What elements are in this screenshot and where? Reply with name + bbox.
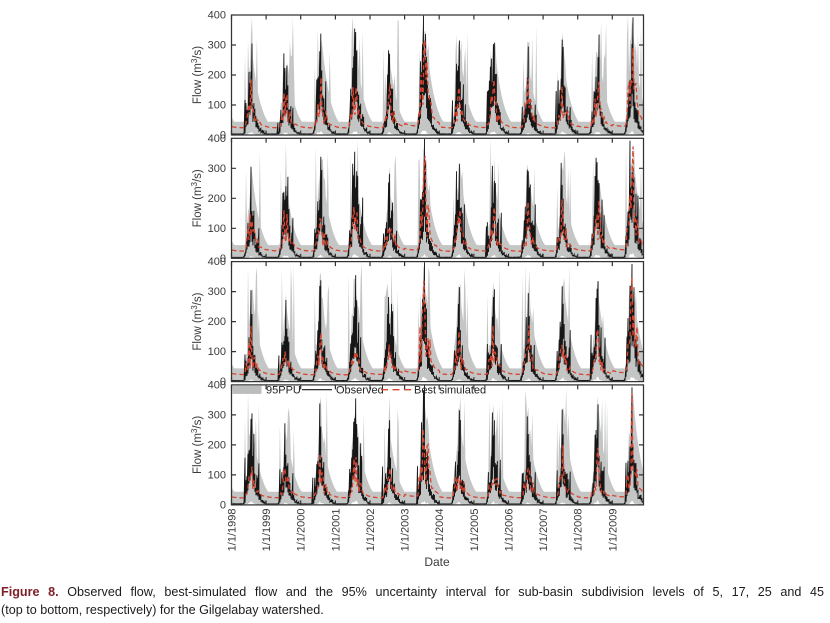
svg-text:200: 200 <box>208 193 226 205</box>
svg-text:1/1/2004: 1/1/2004 <box>434 509 446 552</box>
svg-text:1/1/2001: 1/1/2001 <box>330 509 342 552</box>
svg-text:1/1/2000: 1/1/2000 <box>296 509 308 552</box>
svg-text:200: 200 <box>208 316 226 328</box>
svg-text:1/1/2009: 1/1/2009 <box>607 509 619 552</box>
svg-text:1/1/2007: 1/1/2007 <box>538 509 550 552</box>
svg-text:1/1/2005: 1/1/2005 <box>469 509 481 552</box>
svg-text:200: 200 <box>208 70 226 82</box>
svg-text:Flow (m3/s): Flow (m3/s) <box>190 416 204 474</box>
svg-text:300: 300 <box>208 286 226 298</box>
svg-text:400: 400 <box>208 133 226 145</box>
svg-text:100: 100 <box>208 100 226 112</box>
svg-text:100: 100 <box>208 470 226 482</box>
svg-text:Flow (m3/s): Flow (m3/s) <box>190 292 204 350</box>
svg-text:0: 0 <box>220 130 226 142</box>
svg-text:1/1/2002: 1/1/2002 <box>365 509 377 552</box>
svg-text:100: 100 <box>208 223 226 235</box>
svg-text:300: 300 <box>208 163 226 175</box>
svg-text:Observed: Observed <box>336 385 384 397</box>
svg-text:400: 400 <box>208 256 226 268</box>
svg-text:Best simulated: Best simulated <box>414 385 486 397</box>
svg-text:400: 400 <box>208 380 226 392</box>
svg-text:Flow (m3/s): Flow (m3/s) <box>190 169 204 227</box>
svg-text:1/1/1999: 1/1/1999 <box>261 509 273 552</box>
svg-text:0: 0 <box>220 500 226 512</box>
svg-text:200: 200 <box>208 440 226 452</box>
svg-text:0: 0 <box>220 253 226 265</box>
svg-text:1/1/2008: 1/1/2008 <box>573 509 585 552</box>
svg-text:95PPU: 95PPU <box>266 385 301 397</box>
svg-text:100: 100 <box>208 346 226 358</box>
svg-text:300: 300 <box>208 410 226 422</box>
svg-text:1/1/1998: 1/1/1998 <box>227 509 239 552</box>
svg-text:1/1/2006: 1/1/2006 <box>504 509 516 552</box>
svg-text:0: 0 <box>220 376 226 388</box>
svg-text:Date: Date <box>424 555 450 569</box>
svg-text:300: 300 <box>208 40 226 52</box>
svg-text:1/1/2003: 1/1/2003 <box>400 509 412 552</box>
svg-text:Flow (m3/s): Flow (m3/s) <box>190 46 204 104</box>
svg-text:400: 400 <box>208 10 226 22</box>
